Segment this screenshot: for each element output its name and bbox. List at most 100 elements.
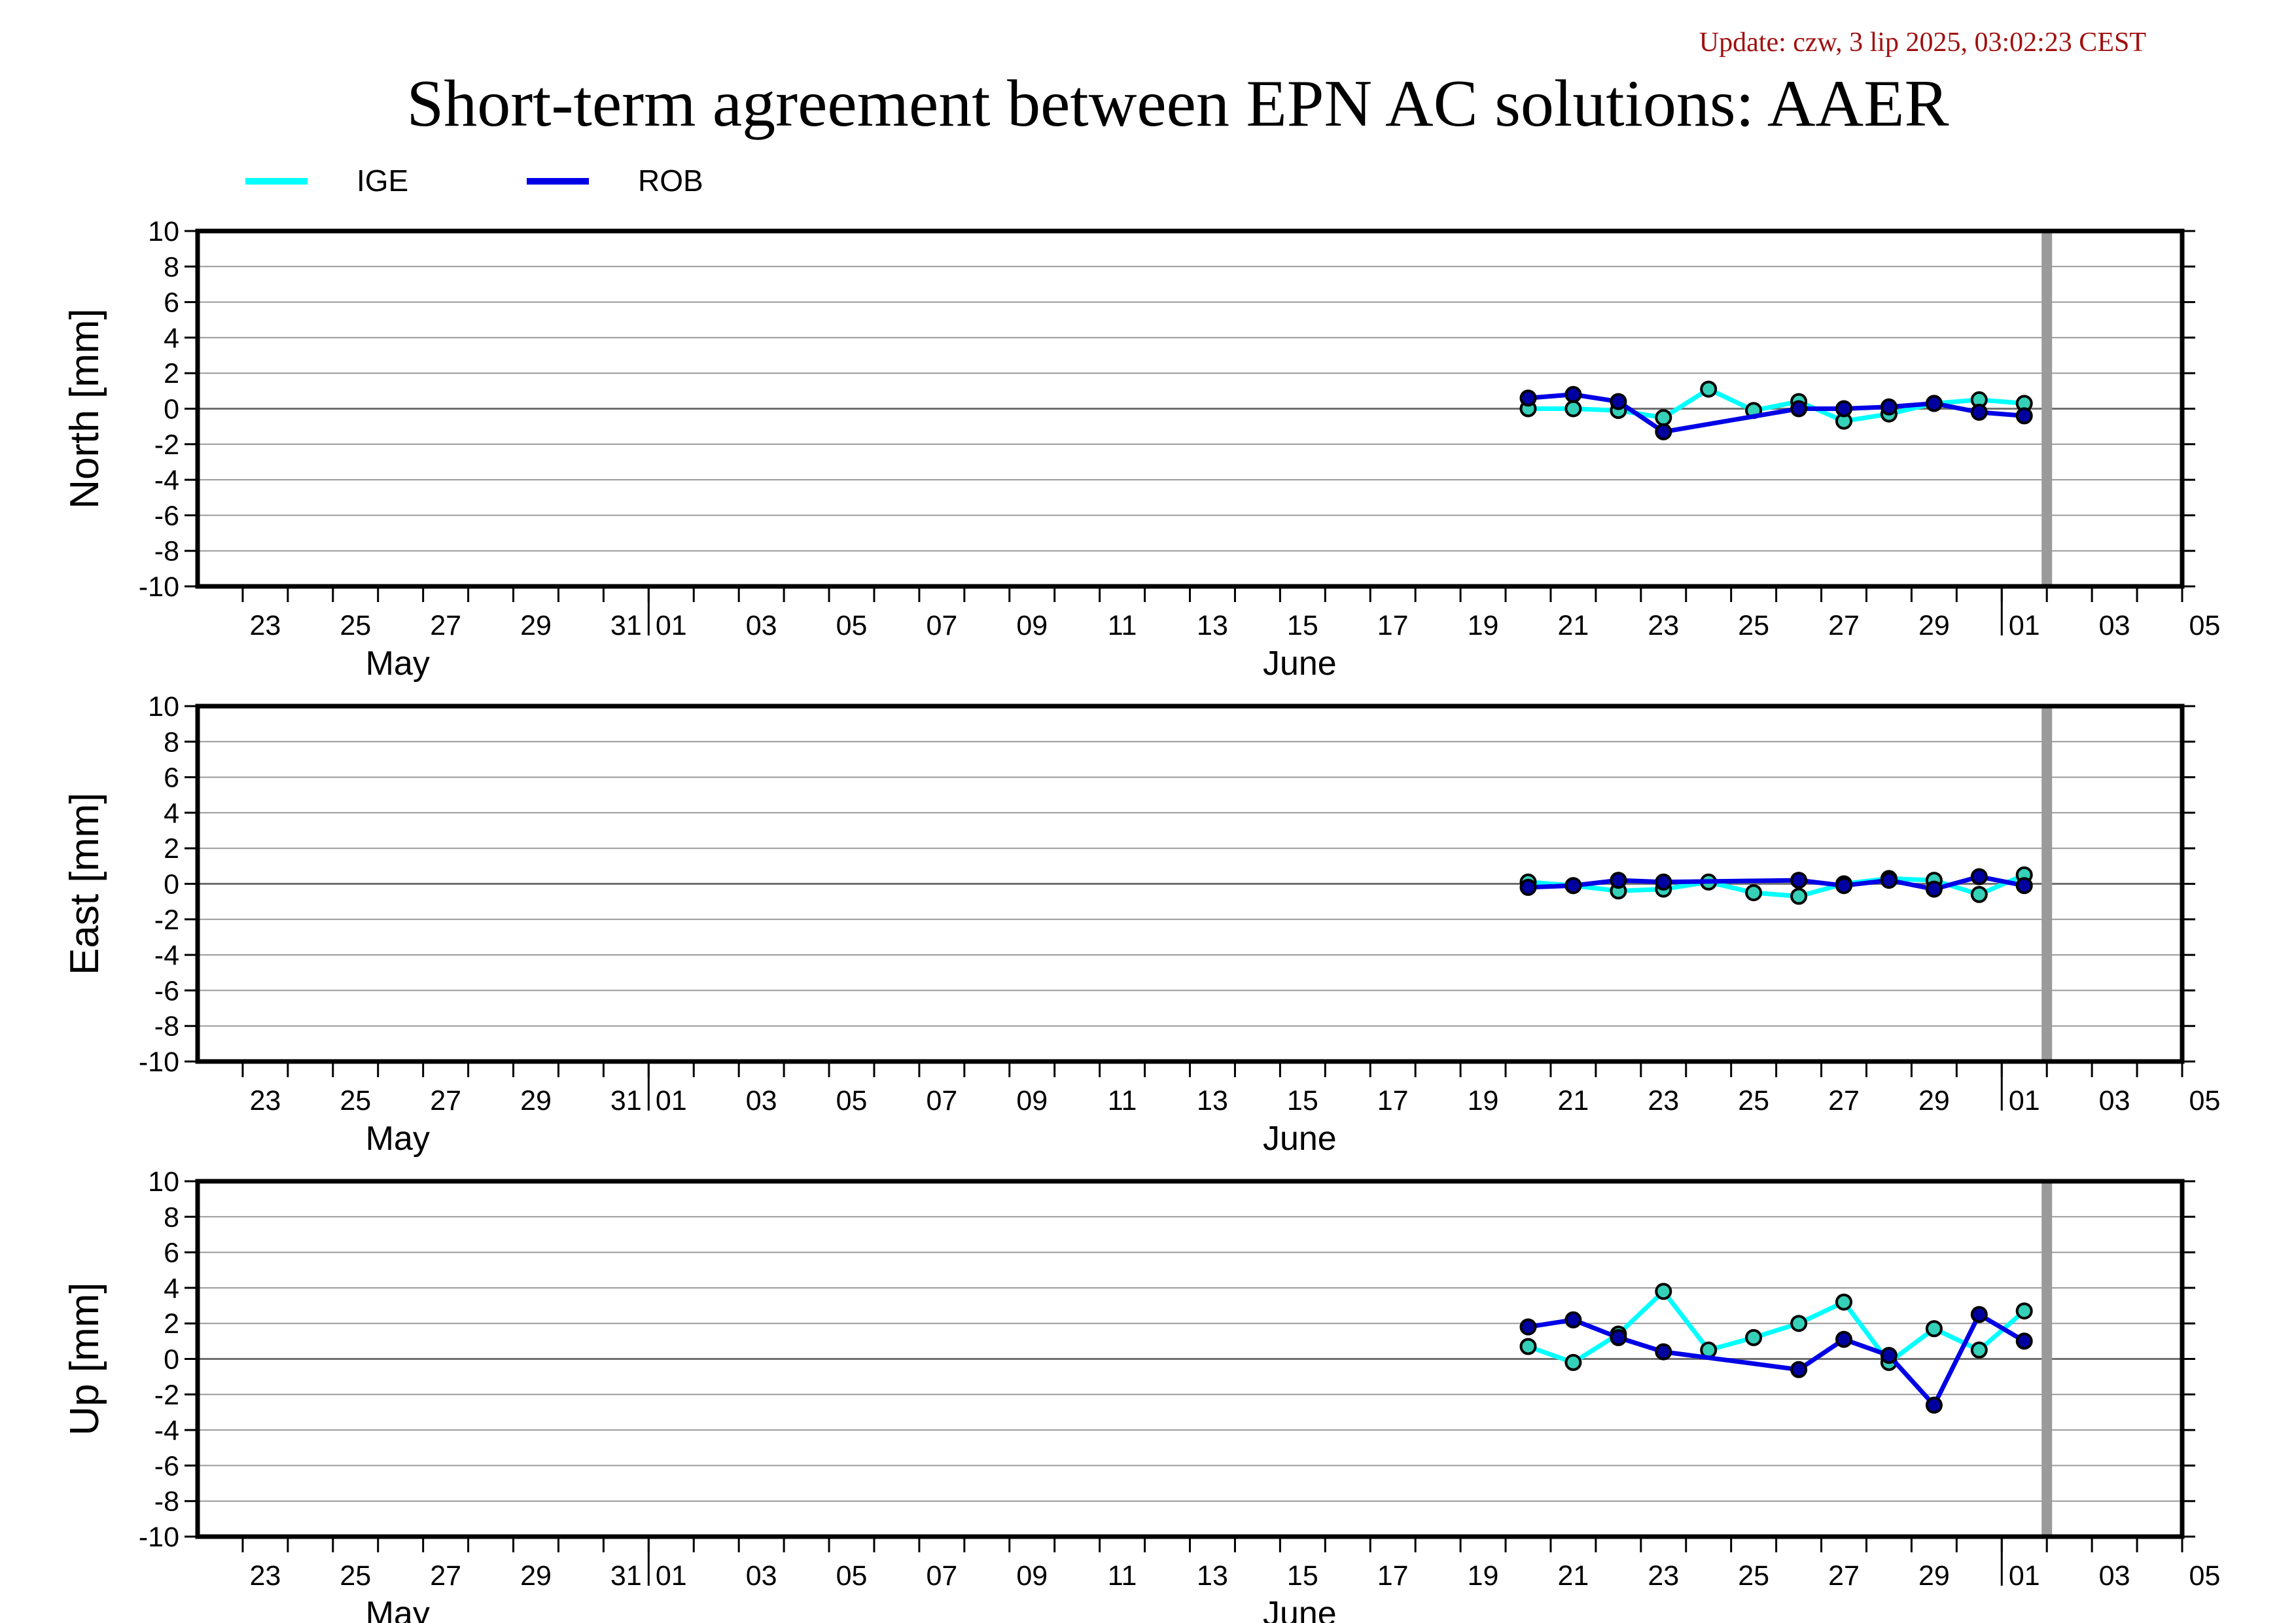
x-tick-label: 01: [2009, 1085, 2040, 1116]
point-rob: [1564, 385, 1582, 403]
y-axis-label: North [mm]: [62, 308, 107, 509]
plot-frame: [195, 704, 2185, 1064]
x-tick-label: 25: [1738, 1560, 1769, 1592]
point-rob: [1790, 400, 1808, 418]
x-tick-label: 01: [656, 610, 687, 641]
legend-label-ige: IGE: [357, 164, 408, 198]
point-rob: [1880, 1347, 1898, 1364]
x-tick-label: 07: [926, 610, 957, 641]
x-tick-label: 11: [1108, 1560, 1137, 1592]
y-tick-label: 6: [164, 1238, 179, 1269]
y-tick-label: -6: [154, 975, 179, 1007]
point-ige: [1790, 887, 1808, 905]
y-tick-label: -6: [154, 500, 179, 531]
point-ige: [1925, 1320, 1943, 1338]
point-rob: [1519, 878, 1537, 896]
x-tick-label: 31: [610, 1560, 642, 1592]
x-tick-label: 03: [746, 1085, 777, 1116]
x-tick-label: 29: [1918, 1085, 1950, 1116]
y-tick-label: -10: [139, 1046, 179, 1078]
y-tick-label: -2: [154, 429, 179, 461]
point-rob: [2015, 407, 2033, 425]
legend-label-rob: ROB: [638, 164, 703, 198]
month-label-june: June: [1263, 1595, 1337, 1623]
y-tick-label: 0: [164, 869, 179, 901]
y-tick-label: 2: [164, 358, 179, 389]
y-tick-label: -4: [154, 940, 179, 971]
series-line-rob: [1528, 392, 2024, 435]
x-tick-label: 25: [340, 1085, 371, 1116]
y-tick-label: -10: [139, 571, 179, 603]
y-tick-label: 0: [164, 1344, 179, 1376]
panel-up: 10 8 6 4 2 0 -2 -4 -6 -8 -10 23 25 27 29 31 01 03 05 07 09 11…: [62, 1166, 2220, 1623]
point-rob: [1790, 1361, 1808, 1378]
point-rob: [1970, 868, 1988, 885]
x-tick-label: 27: [430, 1560, 461, 1592]
y-tick-label: 2: [164, 833, 179, 865]
point-ige: [1745, 884, 1763, 902]
x-tick-label: 25: [1738, 610, 1769, 641]
point-ige: [1790, 1315, 1808, 1332]
x-tick-label: 05: [2189, 610, 2221, 641]
x-tick-label: 11: [1108, 610, 1137, 641]
month-label-may: May: [366, 1595, 430, 1623]
point-rob: [1880, 872, 1898, 889]
y-tick-label: -2: [154, 904, 179, 936]
x-tick-label: 27: [430, 610, 461, 641]
y-tick-label: 0: [164, 394, 179, 425]
point-ige: [1700, 380, 1718, 398]
x-tick-label: 21: [1557, 1560, 1589, 1592]
series-line-rob: [1528, 874, 2025, 892]
x-tick-label: 31: [610, 1085, 642, 1116]
y-tick-label: 4: [164, 1273, 179, 1304]
point-rob: [1610, 872, 1627, 889]
y-tick-label: 4: [164, 323, 179, 354]
month-label-may: May: [366, 1120, 430, 1158]
point-rob: [1519, 1318, 1537, 1336]
point-ige: [1564, 1353, 1582, 1371]
x-tick-label: 01: [2009, 610, 2040, 641]
x-tick-label: 01: [656, 1560, 687, 1592]
point-rob: [1655, 873, 1672, 891]
y-tick-label: 10: [148, 216, 179, 247]
x-tick-label: 17: [1377, 1085, 1409, 1116]
point-rob: [1655, 1343, 1672, 1361]
x-tick-label: 23: [1648, 1085, 1679, 1116]
point-ige: [1835, 1293, 1852, 1311]
x-tick-label: 23: [249, 610, 281, 641]
x-tick-label: 29: [520, 1085, 552, 1116]
x-tick-label: 23: [249, 1085, 281, 1116]
point-ige: [1745, 1329, 1763, 1346]
y-tick-label: -6: [154, 1450, 179, 1482]
point-rob: [1610, 393, 1627, 410]
plot-frame: [195, 228, 2185, 589]
x-tick-label: 27: [430, 1085, 461, 1116]
x-tick-label: 07: [926, 1085, 957, 1116]
x-tick-label: 29: [1918, 1560, 1950, 1592]
x-tick-label: 17: [1377, 610, 1409, 641]
y-tick-label: 8: [164, 726, 179, 758]
point-rob: [1564, 1311, 1582, 1329]
y-tick-label: 8: [164, 251, 179, 283]
y-tick-label: 6: [164, 762, 179, 794]
point-rob: [1925, 395, 1943, 412]
x-tick-label: 03: [2099, 610, 2130, 641]
x-tick-label: 29: [520, 610, 552, 641]
x-tick-label: 09: [1016, 610, 1048, 641]
y-tick-label: -8: [154, 536, 179, 567]
x-tick-label: 23: [1648, 1560, 1679, 1592]
plot-frame: [195, 1179, 2185, 1539]
x-tick-label: 19: [1468, 610, 1499, 641]
point-rob: [2015, 1332, 2033, 1350]
x-tick-label: 03: [746, 610, 777, 641]
x-tick-label: 05: [836, 1085, 868, 1116]
x-tick-label: 03: [2099, 1560, 2130, 1592]
x-tick-label: 15: [1287, 1560, 1318, 1592]
point-ige: [1655, 1283, 1672, 1300]
panel-east: 10 8 6 4 2 0-2 -4 -6 -8-10 23 25 27 29 31 01 03 05 07 09 11…: [62, 691, 2220, 1158]
month-label-may: May: [366, 645, 430, 683]
x-tick-label: 29: [1918, 610, 1950, 641]
x-tick-label: 25: [340, 610, 371, 641]
point-rob: [1610, 1329, 1627, 1346]
